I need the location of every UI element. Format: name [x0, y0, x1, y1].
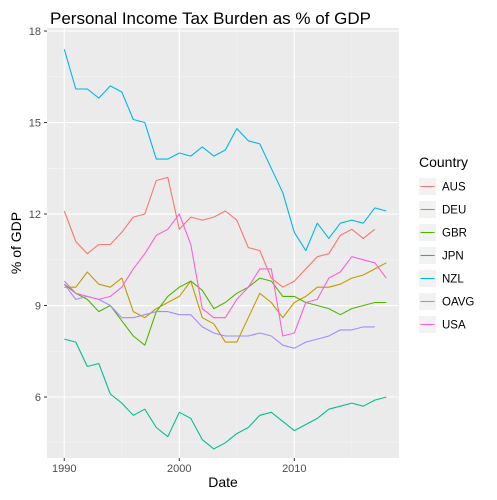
series-line-oavg: [63, 283, 375, 349]
grid-lines: [47, 28, 399, 458]
legend-label-nzl: NZL: [442, 274, 464, 286]
legend-label-oavg: OAVG: [442, 297, 474, 309]
plot-panel: [47, 28, 399, 458]
legend-label-jpn: JPN: [442, 251, 464, 263]
legend-label-usa: USA: [442, 320, 466, 332]
legend-label-aus: AUS: [442, 182, 466, 194]
x-tick-label: 2010: [282, 463, 306, 475]
legend-label-deu: DEU: [442, 205, 466, 217]
series-line-gbr: [63, 277, 387, 346]
legend: Country AUS DEU GBR JPN NZL OAVG USA: [419, 154, 474, 333]
y-axis-title: % of GDP: [8, 212, 24, 274]
x-tick-label: 2000: [167, 463, 191, 475]
x-tick-label: 1990: [52, 463, 76, 475]
series-line-nzl: [63, 49, 387, 252]
chart-title: Personal Income Tax Burden as % of GDP: [50, 9, 371, 28]
x-axis: 1990 2000 2010: [52, 458, 307, 475]
series-line-deu: [64, 262, 387, 343]
y-tick-label: 12: [29, 209, 41, 221]
y-tick-label: 6: [35, 392, 41, 404]
legend-title: Country: [419, 154, 468, 170]
series-line-aus: [63, 176, 376, 288]
series-line-usa: [63, 213, 387, 337]
series-line-jpn: [64, 338, 387, 450]
x-axis-title: Date: [208, 474, 238, 490]
y-tick-label: 15: [29, 118, 41, 130]
series-lines: [63, 49, 387, 450]
y-axis: 6 9 12 15 18: [29, 26, 47, 404]
legend-label-gbr: GBR: [442, 228, 467, 240]
y-tick-label: 9: [35, 301, 41, 313]
y-tick-label: 18: [29, 26, 41, 38]
